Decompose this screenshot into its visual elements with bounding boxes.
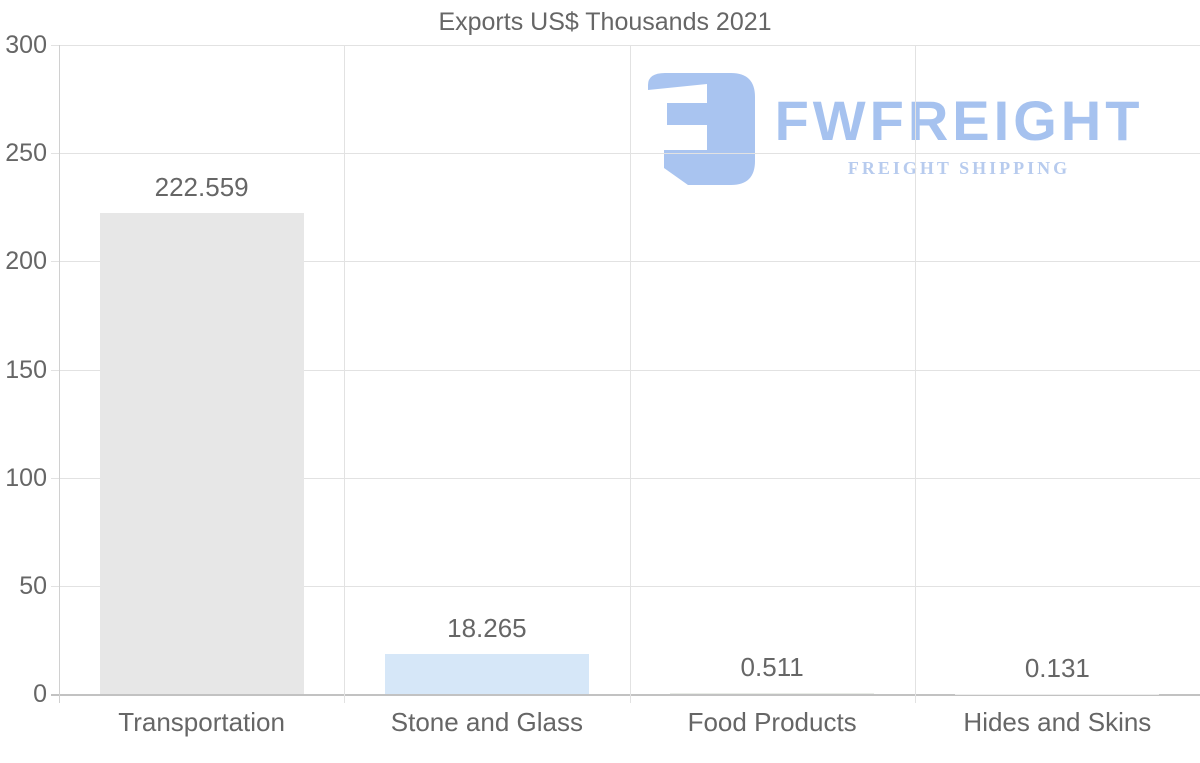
- bar-transportation: [99, 212, 304, 694]
- y-tick-label: 150: [5, 355, 47, 384]
- gridline-y-50: [51, 585, 1200, 587]
- y-tick-label: 250: [5, 139, 47, 168]
- y-tick-label: 300: [5, 31, 47, 59]
- bar-food-products: [670, 692, 875, 694]
- fwfreight-logo-icon: [648, 73, 755, 185]
- y-tick-label: 0: [33, 680, 47, 708]
- chart-title: Exports US$ Thousands 2021: [438, 8, 772, 36]
- category-label: Hides and Skins: [963, 707, 1152, 737]
- bar-value-label: 0.511: [740, 651, 804, 682]
- bar-value-label: 222.559: [154, 171, 249, 202]
- y-tick-label: 50: [19, 571, 47, 600]
- y-axis-line: [59, 45, 60, 703]
- gridline-y-150: [51, 369, 1200, 371]
- gridline-x-separator: [629, 45, 631, 703]
- category-label: Food Products: [687, 707, 857, 737]
- watermark-tagline-text: FREIGHT SHIPPING: [847, 158, 1071, 178]
- bar-value-label: 18.265: [447, 613, 527, 644]
- watermark-brand-text: FWFREIGHT: [774, 89, 1144, 152]
- gridline-y-100: [51, 477, 1200, 479]
- gridline-y-300: [51, 45, 1200, 46]
- category-label: Transportation: [118, 707, 285, 737]
- gridline-y-0: [51, 694, 1200, 696]
- gridline-y-200: [51, 261, 1200, 263]
- gridline-x-separator: [914, 45, 916, 703]
- y-tick-label: 200: [5, 247, 47, 276]
- category-label: Stone and Glass: [390, 707, 583, 737]
- gridline-y-250: [51, 153, 1200, 155]
- bar-value-label: 0.131: [1024, 652, 1090, 683]
- gridline-x-separator: [344, 45, 346, 703]
- bar-stone-and-glass: [384, 654, 589, 694]
- y-tick-label: 100: [5, 463, 47, 492]
